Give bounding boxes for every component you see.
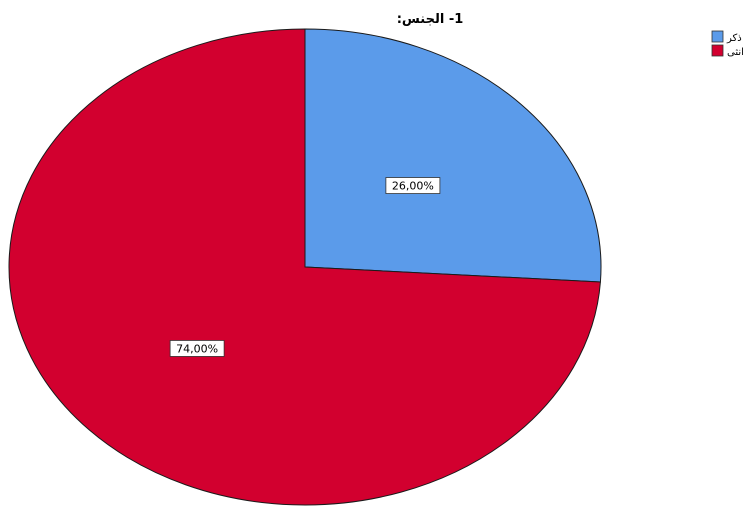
pie-slice-1 [304,28,602,283]
pie-slice-2 [8,28,601,506]
data-label-text: 74,00% [176,342,218,355]
chart-legend: ذكر انثى [711,30,744,58]
legend-label-1: ذكر [726,33,742,44]
data-label-1: 26,00% [385,177,441,194]
data-label-2: 74,00% [169,340,225,357]
chart-title: 1- الجنس: [397,12,464,27]
data-label-box [169,340,225,357]
legend-label-2: انثى [727,47,744,58]
data-label-box [385,177,441,194]
data-label-text: 26,00% [392,180,434,193]
pie-slices [8,28,602,506]
legend-swatch-1 [711,30,724,43]
pie-data-labels: 26,00% 74,00% [169,177,441,357]
legend-swatch-2 [711,44,724,57]
